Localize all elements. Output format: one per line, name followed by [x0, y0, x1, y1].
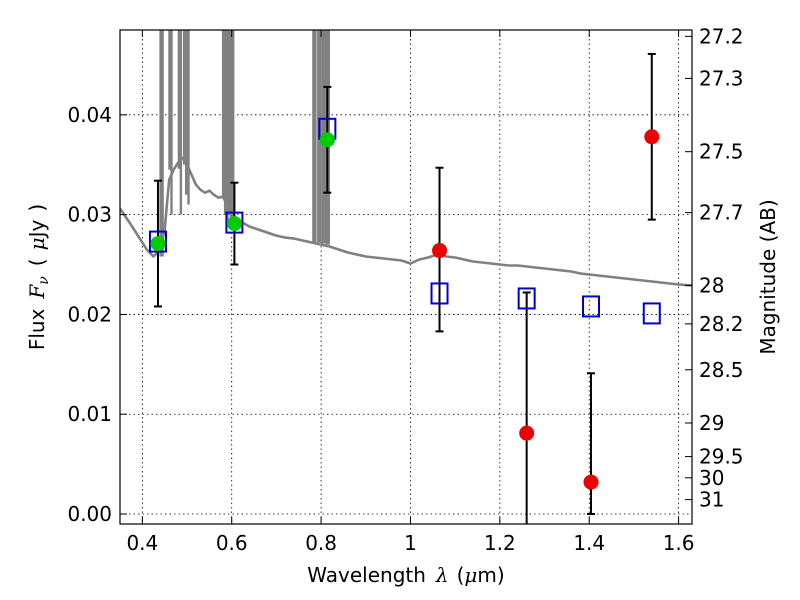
emission-line-spike [185, 30, 190, 205]
x-tick-label: 1.6 [663, 531, 695, 555]
detection-point [226, 216, 242, 232]
plot-frame [119, 29, 693, 525]
x-tick-label: 1.4 [573, 531, 605, 555]
y-axis-label: FluxFν(μJy) [25, 204, 52, 350]
model-photometry-square [582, 295, 601, 318]
emission-line-spike [230, 30, 235, 225]
x-axis-label: Wavelength λ (μm) [307, 563, 504, 587]
y-tick-label: 0.01 [67, 402, 112, 426]
emission-line-spike [168, 30, 173, 215]
y2-tick-label: 28.5 [699, 358, 744, 382]
y2-tick-label: 27.2 [699, 24, 744, 48]
y2-tick-label: 27.7 [699, 201, 744, 225]
x-tick-label: 1 [404, 531, 417, 555]
y2-axis-label: Magnitude (AB) [756, 199, 780, 354]
y2-tick-label: 28 [699, 273, 724, 297]
model-photometry-square [148, 230, 167, 253]
emission-line-spike [312, 30, 317, 243]
axis-ticks: 0.4 0.6 0.8 1 1.2 1.4 1.6 0.00 0.01 0.02 0.03 0.04 2… [67, 24, 743, 555]
x-tick-label: 1.2 [484, 531, 516, 555]
y2-tick-label: 28.2 [699, 312, 744, 336]
detection-point [150, 236, 166, 252]
y2-tick-label: 27.3 [699, 66, 744, 90]
detection-point [319, 132, 335, 148]
y-tick-label: 0.00 [67, 502, 112, 526]
y-tick-label: 0.02 [67, 302, 112, 326]
y2-tick-label: 30 [699, 466, 724, 490]
nir-point [432, 243, 448, 259]
x-tick-label: 0.4 [126, 531, 158, 555]
nir-point [519, 425, 535, 441]
y2-tick-label: 27.5 [699, 140, 744, 164]
series-layer [120, 30, 692, 524]
plot-area [120, 30, 692, 524]
model-photometry-square [430, 282, 449, 305]
emission-line-spike [177, 30, 183, 215]
x-tick-label: 0.8 [305, 531, 337, 555]
nir-point [583, 474, 599, 490]
model-photometry-square [642, 302, 661, 325]
y2-tick-label: 29 [699, 411, 724, 435]
y-tick-label: 0.03 [67, 203, 112, 227]
model-photometry-square [225, 211, 244, 234]
emission-line-spike [159, 30, 164, 257]
y2-tick-label: 31 [699, 488, 724, 512]
x-tick-label: 0.6 [216, 531, 248, 555]
y-tick-label: 0.04 [67, 103, 112, 127]
model-photometry-square [517, 287, 536, 310]
y2-tick-label: 29.5 [699, 445, 744, 469]
nir-point [644, 129, 660, 145]
emission-line-spike [224, 30, 229, 220]
